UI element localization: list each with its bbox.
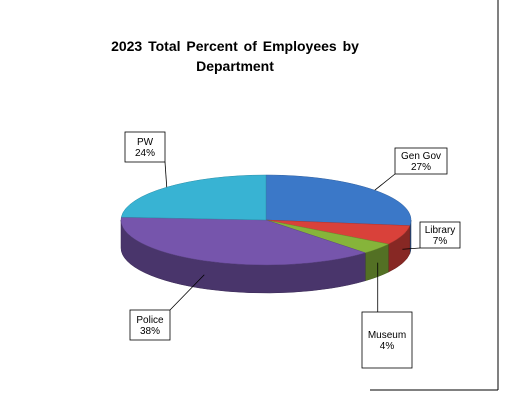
slice-value-police: 38% (140, 326, 160, 337)
pie-slices (120, 174, 412, 294)
leader-line-police (169, 274, 205, 311)
slice-value-library: 7% (433, 236, 448, 247)
label-box-police (129, 309, 171, 341)
slice-value-museum: 4% (380, 341, 395, 352)
label-box-museum (361, 311, 413, 369)
leader-line-gen-gov (374, 173, 396, 191)
label-box-gen-gov (394, 147, 448, 175)
slice-name-library: Library (425, 225, 456, 236)
chart-title: 2023 Total Percent of Employees by Depar… (111, 38, 359, 74)
slice-name-gen-gov: Gen Gov (401, 151, 441, 162)
pie-slice-police (120, 216, 367, 266)
pie-slice-pw (120, 174, 267, 221)
label-box-library (419, 221, 461, 249)
leader-line-library (402, 247, 421, 250)
slice-name-police: Police (136, 315, 164, 326)
pie-slice-gen-gov (265, 174, 412, 226)
slice-value-gen-gov: 27% (411, 162, 431, 173)
leader-line-pw (164, 161, 168, 188)
slice-name-pw: PW (137, 137, 154, 148)
label-box-pw (124, 131, 166, 163)
slice-name-museum: Museum (368, 330, 406, 341)
slice-value-pw: 24% (135, 148, 155, 159)
